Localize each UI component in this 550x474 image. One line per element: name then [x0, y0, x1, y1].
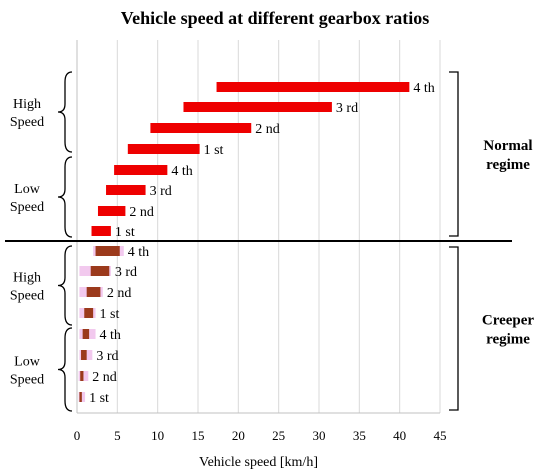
gear-label: 4 th [128, 245, 149, 260]
axis-layer: 0 5 10 15 20 25 30 35 40 45 [5, 40, 512, 443]
x-tick-label: 5 [114, 428, 121, 443]
x-tick-label: 10 [151, 428, 164, 443]
gear-label: 4 th [100, 328, 121, 343]
speed-bar [82, 329, 90, 339]
x-tick-label: 40 [393, 428, 406, 443]
group-brace [57, 327, 73, 412]
speed-bar [79, 392, 82, 402]
speed-bar [95, 246, 120, 256]
speed-group-label: High Speed [10, 271, 44, 304]
speed-bar [114, 165, 168, 175]
speed-bar [91, 226, 111, 236]
group-brace [57, 156, 73, 238]
gear-label: 1 st [115, 225, 135, 240]
speed-bar [150, 123, 252, 133]
speed-bar [81, 350, 87, 360]
x-tick-label: 20 [232, 428, 245, 443]
speed-bar [216, 82, 410, 92]
group-brace [57, 71, 73, 153]
labels-layer: 4 th 3 rd 2 nd 1 st 4 th 3 rd 2 nd 1 st 4 th 3 rd… [89, 81, 435, 406]
regime-bracket [449, 246, 459, 411]
speed-group-label: Low Speed [10, 355, 44, 388]
speed-bar [86, 287, 101, 297]
speed-bar [106, 185, 146, 195]
speed-bar [84, 308, 94, 318]
chart-title: Vehicle speed at different gearbox ratio… [121, 8, 429, 28]
gear-label: 3 rd [96, 349, 118, 364]
bars-layer [78, 82, 410, 402]
gear-label: 3 rd [150, 184, 172, 199]
gear-label: 1 st [89, 391, 109, 406]
speed-group-label: Low Speed [10, 182, 44, 215]
x-tick-label: 35 [353, 428, 366, 443]
gear-label: 4 th [413, 81, 434, 96]
gear-label: 1 st [100, 307, 120, 322]
x-tick-label: 0 [74, 428, 81, 443]
gear-label: 1 st [204, 143, 224, 158]
gear-label: 2 nd [129, 205, 154, 220]
x-tick-label: 30 [313, 428, 326, 443]
speed-bar [90, 266, 110, 276]
bracket-layer: High Speed Low Speed High Speed Low Speed Normal… [10, 71, 535, 412]
speed-bar [97, 206, 126, 216]
speed-bar [183, 102, 332, 112]
gear-label: 3 rd [336, 101, 358, 116]
x-tick-label: 45 [434, 428, 447, 443]
gear-label: 3 rd [115, 265, 137, 280]
speed-bar [127, 144, 200, 154]
group-brace [57, 245, 73, 326]
gear-label: 4 th [171, 164, 192, 179]
regime-bracket [449, 71, 459, 237]
gear-label: 2 nd [107, 286, 131, 301]
gear-label: 2 nd [92, 370, 117, 385]
speed-bar [80, 371, 84, 381]
x-tick-label: 15 [192, 428, 205, 443]
regime-label: Normal regime [483, 138, 532, 173]
speed-group-label: High Speed [10, 97, 44, 130]
regime-label: Creeper regime [482, 313, 535, 348]
x-tick-label: 25 [272, 428, 285, 443]
x-axis-label: Vehicle speed [km/h] [199, 455, 318, 470]
gear-label: 2 nd [255, 122, 279, 137]
